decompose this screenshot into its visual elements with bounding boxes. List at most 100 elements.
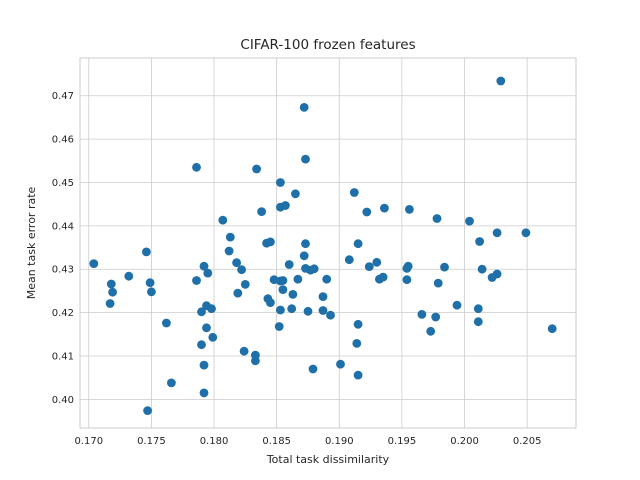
data-point — [192, 276, 201, 285]
data-point — [266, 298, 275, 307]
data-point — [240, 280, 250, 289]
data-point — [105, 299, 115, 308]
data-point — [197, 307, 206, 317]
y-axis-label: Mean task error rate — [25, 186, 38, 299]
data-point — [293, 274, 303, 284]
data-point — [492, 269, 502, 279]
x-tick-label: 0.195 — [388, 436, 417, 447]
y-tick-label: 0.46 — [52, 135, 74, 146]
data-point — [364, 262, 374, 271]
data-point — [251, 356, 260, 366]
x-tick-label: 0.180 — [200, 436, 229, 447]
data-point — [477, 264, 487, 274]
y-tick-label: 0.45 — [52, 178, 74, 189]
y-tick-label: 0.43 — [52, 265, 74, 276]
data-point — [301, 154, 310, 164]
data-point — [232, 258, 242, 268]
data-point — [417, 310, 427, 319]
x-tick-label: 0.185 — [262, 436, 291, 447]
data-point — [218, 215, 228, 225]
data-point — [521, 228, 531, 238]
data-point — [353, 370, 363, 380]
x-axis-label: Total task dissimilarity — [266, 453, 390, 466]
data-point — [142, 247, 151, 257]
data-point — [318, 306, 328, 315]
y-tick-label: 0.47 — [52, 91, 74, 102]
data-point — [352, 339, 362, 348]
data-point — [225, 232, 235, 242]
data-point — [378, 272, 388, 282]
y-tick-label: 0.44 — [52, 221, 74, 232]
data-point — [147, 287, 156, 297]
data-point — [405, 205, 414, 214]
plot-frame — [79, 57, 577, 429]
x-tick-label: 0.205 — [513, 436, 542, 447]
data-point — [475, 237, 484, 246]
data-point — [287, 304, 297, 314]
data-point — [372, 257, 382, 267]
data-point — [207, 304, 216, 314]
y-tick-label: 0.41 — [52, 351, 74, 362]
data-point — [547, 324, 557, 334]
plot-area — [80, 58, 576, 428]
data-point — [192, 162, 201, 172]
data-point — [237, 265, 247, 275]
data-point — [288, 290, 298, 299]
tick-labels: 0.170 0.175 0.180 0.185 0.190 0.195 0.200 0.205… — [52, 91, 542, 447]
data-point — [309, 264, 319, 274]
data-point — [303, 306, 313, 316]
data-point — [362, 207, 372, 217]
data-point — [322, 274, 332, 284]
data-point — [266, 237, 275, 247]
data-point — [344, 255, 354, 265]
data-point — [145, 278, 155, 288]
data-point — [433, 278, 443, 288]
data-point — [465, 216, 474, 226]
data-point — [301, 239, 310, 249]
data-point — [308, 364, 318, 374]
data-point — [426, 326, 436, 336]
data-point — [199, 360, 209, 370]
data-point — [143, 406, 153, 415]
data-point — [299, 251, 309, 261]
data-point — [276, 305, 285, 315]
y-tick-label: 0.40 — [52, 395, 74, 406]
data-point — [233, 288, 243, 298]
data-point — [208, 332, 218, 342]
data-point — [473, 317, 483, 327]
data-point — [203, 268, 213, 278]
data-point — [224, 246, 234, 256]
data-point — [380, 203, 389, 213]
data-point — [473, 304, 483, 314]
data-point — [432, 214, 442, 223]
data-point — [239, 346, 249, 356]
data-point — [252, 164, 261, 174]
data-point — [197, 340, 206, 350]
data-point — [199, 388, 209, 398]
data-point — [257, 207, 266, 217]
data-point — [318, 292, 328, 301]
data-point — [492, 228, 502, 238]
data-point — [353, 239, 363, 249]
data-point — [108, 287, 117, 297]
data-point — [326, 310, 335, 320]
data-point — [336, 359, 345, 369]
chart-title: CIFAR-100 frozen features — [240, 37, 415, 53]
y-tick-label: 0.42 — [52, 308, 74, 319]
data-point — [276, 178, 285, 187]
data-point — [162, 318, 171, 328]
data-point — [124, 271, 134, 281]
data-point — [274, 322, 284, 331]
data-point — [452, 300, 462, 310]
data-point — [299, 103, 309, 112]
data-point — [349, 188, 359, 197]
data-point — [202, 323, 211, 333]
data-point — [431, 312, 441, 322]
x-tick-label: 0.170 — [74, 436, 103, 447]
data-point — [402, 275, 412, 285]
data-point — [353, 319, 363, 329]
data-point — [199, 261, 209, 271]
data-point — [89, 259, 99, 268]
